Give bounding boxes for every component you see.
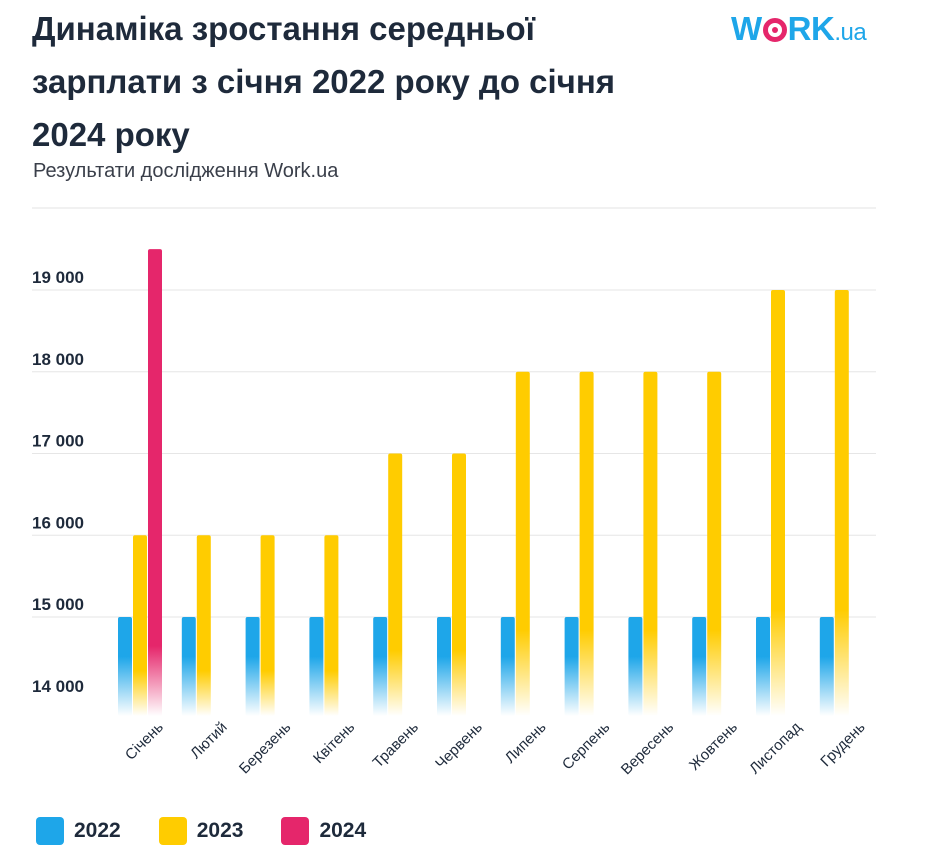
x-tick-label: Жовтень [686,719,741,774]
logo-tld: .ua [834,19,867,46]
bar-2022-12 [819,617,834,716]
bar-2022-10 [692,617,707,716]
y-tick-label: 15 000 [32,595,84,614]
work-ua-logo: W RK.ua [731,10,867,48]
legend-label-2022: 2022 [74,819,121,842]
x-tick-label: Серпень [559,719,614,774]
legend-label-2024: 2024 [319,819,367,842]
legend-label-2023: 2023 [196,819,244,842]
bar-2022-1 [118,617,132,716]
bar-2022-6 [437,617,451,716]
chart-subtitle: Результати дослідження Work.ua [33,160,339,182]
x-tick-label: Квітень [310,719,358,767]
y-axis-ticks: 14 000 15 000 16 000 17 000 18 000 19 000 [32,268,84,696]
bar-2023-7 [515,371,530,716]
bar-2022-2 [181,617,196,716]
bar-2023-8 [579,371,594,716]
legend-swatch-2024 [281,817,310,845]
x-tick-label: Лютий [187,719,230,762]
legend-swatch-2022 [36,817,64,845]
x-tick-label: Січень [122,719,167,764]
bar-2023-9 [643,371,658,716]
bar-2024-1 [148,249,162,716]
x-tick-label: Листопад [746,719,805,778]
bar-2022-8 [564,617,579,716]
x-axis-labels: Січень Лютий Березень Квітень Травень Червень… [122,719,869,779]
bar-2022-5 [373,617,388,716]
legend-item-2023: 2023 [158,817,244,845]
x-tick-label: Грудень [817,719,869,771]
bar-2023-11 [771,290,785,716]
bar-2022-9 [628,617,643,716]
bar-2023-3 [260,535,275,716]
bar-2023-1 [133,535,147,716]
bar-2023-10 [707,371,722,716]
x-tick-label: Червень [432,719,486,773]
bar-2023-4 [324,535,339,716]
legend-item-2024: 2024 [281,817,366,845]
x-tick-label: Липень [502,719,550,767]
y-tick-label: 14 000 [32,677,84,696]
y-tick-label: 17 000 [32,432,84,451]
y-tick-label: 18 000 [32,350,84,369]
x-tick-label: Вересень [618,719,678,779]
bar-2022-7 [500,617,515,716]
y-tick-label: 16 000 [32,513,84,532]
y-tick-label: 19 000 [32,268,84,287]
bar-2023-2 [196,535,211,716]
bar-2022-3 [245,617,260,716]
bar-2023-5 [388,453,403,716]
legend: 2022 2023 2024 [36,817,366,845]
x-tick-label: Травень [370,719,423,772]
legend-swatch-2023 [158,817,187,845]
chart-title: Динаміка зростання середньої зарплати з … [32,10,616,153]
bar-2022-4 [309,617,324,716]
legend-item-2022: 2022 [36,817,121,845]
logo-text-w: W [731,10,762,47]
bars [118,249,849,716]
bar-2022-11 [756,617,770,716]
bar-2023-6 [452,453,466,716]
x-tick-label: Березень [236,719,295,778]
logo-text-rk: RK [787,10,835,47]
bar-2023-12 [834,290,849,716]
logo-o-icon [762,18,787,42]
